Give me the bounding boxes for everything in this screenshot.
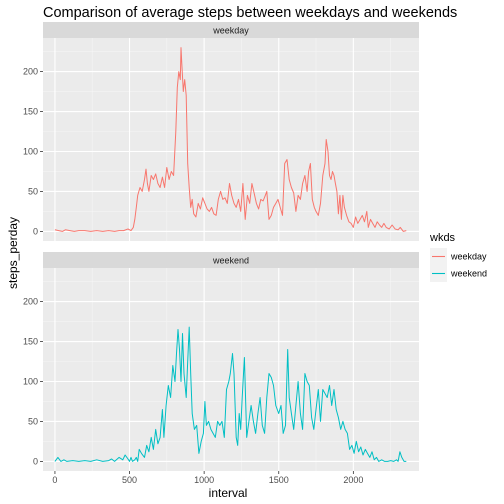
x-tick-label: 2000	[343, 475, 363, 485]
y-tick-label: 150	[23, 107, 38, 117]
strip-background	[43, 252, 419, 268]
strip-background	[43, 22, 419, 38]
y-tick-label: 100	[23, 146, 38, 156]
chart-title: Comparison of average steps between week…	[43, 5, 457, 21]
panel-weekend: weekend 0 50 100 150 200	[23, 252, 419, 471]
y-tick-label: 200	[23, 67, 38, 77]
series-line-weekend	[54, 326, 407, 462]
y-tick-label: 0	[33, 226, 38, 236]
x-tick-label: 1500	[269, 475, 289, 485]
x-tick-label: 1000	[194, 475, 214, 485]
legend-label-weekend: weekend	[450, 269, 487, 279]
legend-label-weekday: weekday	[450, 252, 487, 262]
x-tick-label: 500	[122, 475, 137, 485]
panel-background	[43, 38, 419, 241]
y-tick-label: 50	[28, 186, 38, 196]
x-tick-label: 0	[52, 475, 57, 485]
y-tick-label: 100	[23, 376, 38, 386]
strip-label-weekday: weekday	[212, 26, 249, 36]
panel-weekday: weekday 0 50 100 150 200	[23, 22, 419, 241]
legend: wkds weekday weekend	[429, 232, 487, 282]
y-axis-title: steps_perday	[6, 217, 20, 289]
y-tick-label: 50	[28, 416, 38, 426]
series-line-weekday	[54, 47, 407, 232]
legend-title: wkds	[429, 232, 456, 244]
strip-label-weekend: weekend	[212, 256, 249, 266]
y-tick-label: 200	[23, 297, 38, 307]
y-tick-label: 150	[23, 337, 38, 347]
y-tick-label: 0	[33, 456, 38, 466]
x-axis-title: interval	[209, 486, 248, 500]
